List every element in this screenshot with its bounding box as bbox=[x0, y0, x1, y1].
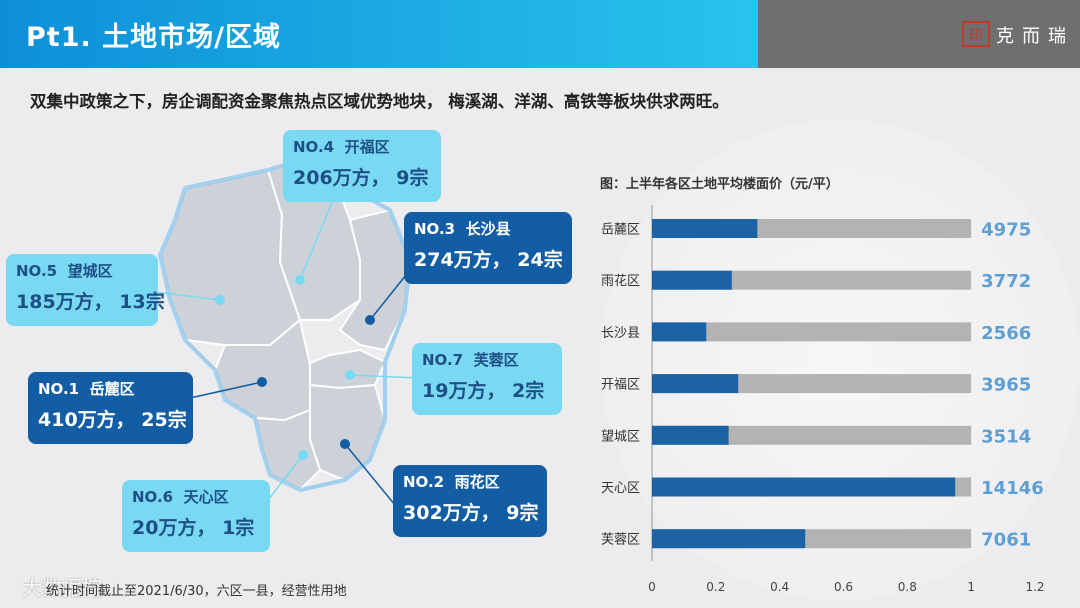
x-tick-label: 1 bbox=[967, 580, 975, 594]
callout-stats: 206万方， 9宗 bbox=[293, 167, 429, 189]
value-label: 4975 bbox=[981, 220, 1031, 241]
bar bbox=[652, 477, 956, 497]
map-region-furong bbox=[303, 348, 387, 390]
category-label: 天心区 bbox=[601, 481, 640, 496]
bar bbox=[652, 425, 729, 445]
leader-line-furong bbox=[349, 374, 419, 379]
bar bbox=[652, 270, 732, 290]
callout-heading: NO.7 芙蓉区 bbox=[422, 351, 519, 369]
bar bbox=[652, 374, 739, 394]
callout-heading: NO.5 望城区 bbox=[16, 262, 113, 280]
chart-title: 图：上半年各区土地平均楼面价（元/平） bbox=[600, 177, 839, 192]
callout-stats: 185万方， 13宗 bbox=[16, 291, 165, 313]
map-region-yuhua bbox=[309, 383, 387, 482]
brand-seal-icon: 印 bbox=[962, 21, 990, 47]
leader-line-wangcheng bbox=[154, 291, 221, 301]
marker-changsha bbox=[365, 315, 375, 325]
x-tick-label: 0.2 bbox=[706, 580, 725, 594]
category-label: 芙蓉区 bbox=[601, 533, 640, 548]
marker-kaifu bbox=[295, 275, 305, 285]
marker-wangcheng bbox=[215, 295, 225, 305]
leader-line-yuhua bbox=[344, 443, 396, 506]
leader-line-kaifu bbox=[299, 194, 336, 281]
summary-text: 双集中政策之下，房企调配资金聚焦热点区域优势地块， 梅溪湖、洋湖、高铁等板块供求… bbox=[30, 92, 729, 111]
callout-tianxin: NO.6 天心区 20万方， 1宗 bbox=[122, 480, 270, 552]
callout-stats: 274万方， 24宗 bbox=[414, 249, 563, 271]
callout-changsha: NO.3 长沙县 274万方， 24宗 bbox=[404, 212, 572, 284]
bar bbox=[652, 219, 758, 238]
callout-furong: NO.7 芙蓉区 19万方， 2宗 bbox=[412, 343, 562, 415]
bar-track bbox=[652, 425, 972, 445]
callout-heading: NO.4 开福区 bbox=[293, 138, 390, 156]
x-tick-label: 0.8 bbox=[898, 580, 917, 594]
category-label: 长沙县 bbox=[601, 326, 640, 341]
marker-yuhua bbox=[340, 439, 350, 449]
bar bbox=[652, 322, 707, 342]
header-bar: Pt1. 土地市场/区域 印 克而瑞 bbox=[0, 0, 1080, 68]
page-title: Pt1. 土地市场/区域 bbox=[26, 22, 281, 53]
map-region-tianxin bbox=[253, 408, 322, 492]
callout-heading: NO.1 岳麓区 bbox=[38, 380, 135, 398]
x-tick-label: 0 bbox=[648, 580, 656, 594]
callout-yuelu: NO.1 岳麓区 410万方， 25宗 bbox=[28, 372, 193, 444]
value-label: 3772 bbox=[981, 271, 1031, 292]
x-tick-label: 0.6 bbox=[834, 580, 853, 594]
header-title-band bbox=[0, 0, 758, 68]
callout-kaifu: NO.4 开福区 206万方， 9宗 bbox=[283, 130, 441, 202]
category-label: 岳麓区 bbox=[601, 223, 640, 238]
map-regions bbox=[158, 158, 412, 492]
bar-chart: 岳麓区 4975 雨花区 3772 长沙县 2566 开福区 3965 望城区 3514 天心区 14… bbox=[601, 205, 1045, 594]
footnote: 统计时间截止至2021/6/30，六区一县，经营性用地 bbox=[46, 584, 347, 599]
header-brand-band bbox=[758, 0, 1080, 68]
marker-furong bbox=[345, 370, 355, 380]
value-label: 14146 bbox=[981, 478, 1044, 499]
value-label: 2566 bbox=[981, 323, 1031, 344]
callout-stats: 302万方， 9宗 bbox=[403, 502, 539, 524]
callout-heading: NO.3 长沙县 bbox=[414, 220, 511, 238]
category-label: 开福区 bbox=[601, 378, 640, 393]
category-label: 望城区 bbox=[601, 428, 640, 444]
leader-line-changsha bbox=[369, 269, 411, 321]
marker-tianxin bbox=[298, 450, 308, 460]
callout-stats: 410万方， 25宗 bbox=[38, 409, 187, 431]
marker-yuelu bbox=[257, 377, 267, 387]
callout-stats: 20万方， 1宗 bbox=[132, 517, 255, 539]
callout-yuhua: NO.2 雨花区 302万方， 9宗 bbox=[393, 465, 547, 537]
leader-line-tianxin bbox=[267, 454, 304, 501]
callout-wangcheng: NO.5 望城区 185万方， 13宗 bbox=[6, 254, 165, 326]
callout-heading: NO.6 天心区 bbox=[132, 488, 229, 506]
callout-heading: NO.2 雨花区 bbox=[403, 473, 500, 491]
bar-track bbox=[652, 322, 972, 342]
watermark: 大数据控 bbox=[22, 576, 102, 600]
x-tick-label: 1.2 bbox=[1025, 580, 1044, 594]
bar bbox=[652, 529, 806, 549]
value-label: 7061 bbox=[981, 530, 1031, 551]
callout-stats: 19万方， 2宗 bbox=[422, 380, 545, 402]
value-label: 3514 bbox=[981, 426, 1031, 447]
x-tick-label: 0.4 bbox=[770, 580, 789, 594]
value-label: 3965 bbox=[981, 375, 1031, 396]
leader-line-yuelu bbox=[189, 381, 263, 399]
category-label: 雨花区 bbox=[601, 273, 640, 289]
brand-name: 克而瑞 bbox=[996, 26, 1074, 47]
